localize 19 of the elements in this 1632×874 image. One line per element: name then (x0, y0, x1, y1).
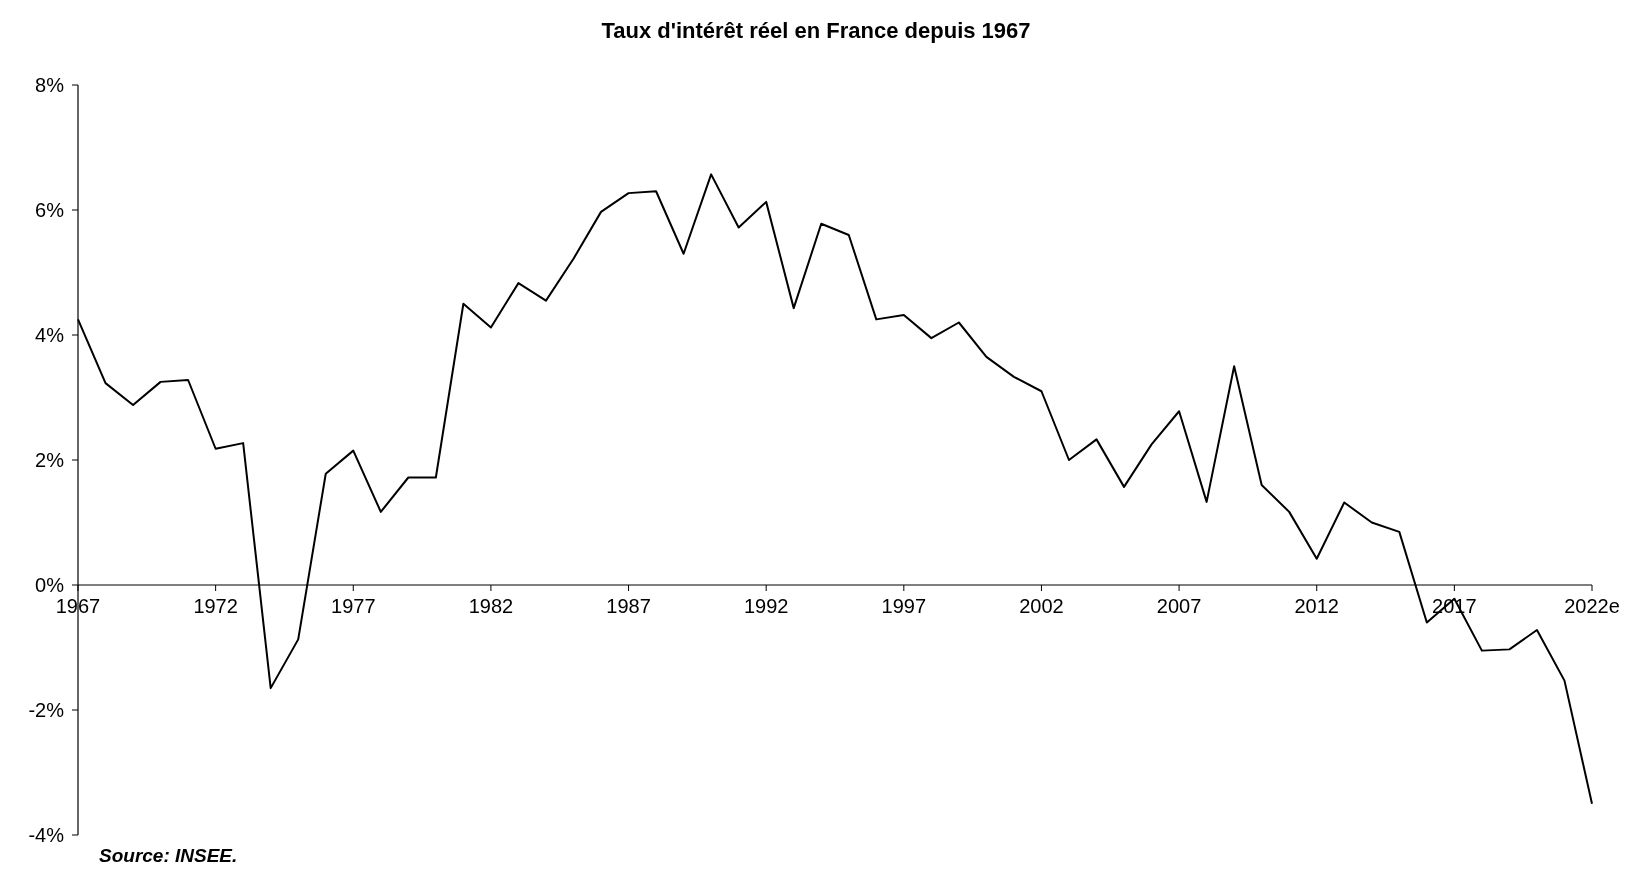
y-tick-label: 6% (35, 199, 65, 221)
y-tick-label: 8% (35, 74, 65, 96)
y-tick-label: -4% (28, 824, 65, 846)
x-tick-label: 2022e (1564, 595, 1620, 617)
y-tick-label: -2% (28, 699, 65, 721)
x-tick-label: 1977 (331, 595, 376, 617)
y-tick-label: 0% (35, 574, 65, 596)
x-tick-label: 1982 (468, 595, 514, 617)
x-tick-label: 2002 (1019, 595, 1064, 617)
source-note: Source: INSEE. (99, 845, 238, 866)
x-tick-label: 1997 (881, 595, 927, 617)
chart-title: Taux d'intérêt réel en France depuis 1967 (601, 18, 1031, 43)
y-tick-label: 2% (35, 449, 65, 471)
x-tick-label: 1987 (606, 595, 651, 617)
x-tick-label: 2007 (1156, 595, 1202, 617)
x-tick-label: 2012 (1294, 595, 1339, 617)
x-tick-label: 1972 (193, 595, 238, 617)
x-tick-label: 1992 (743, 595, 789, 617)
y-tick-label: 4% (35, 324, 65, 346)
